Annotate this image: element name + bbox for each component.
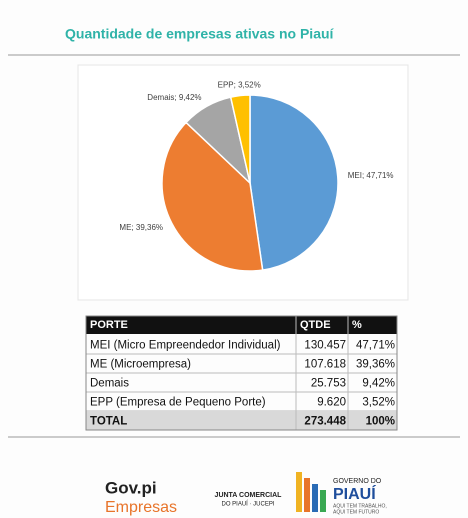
- table-cell: 3,52%: [362, 397, 395, 409]
- pie-slice: [229, 94, 251, 184]
- table: PORTE QTDE % MEI (Micro Empreendedor Indivi…: [85, 315, 398, 431]
- table-total-bg: [86, 411, 397, 430]
- table-cell: ME (Microempresa): [90, 359, 191, 371]
- pie: MEI; 47,71% ME; 39,36% Demais; 9,42% EPP; 3…: [119, 81, 394, 272]
- junta-logo: JUNTA COMERCIAL: [215, 492, 283, 499]
- slice-label: ME; 39,36%: [119, 223, 163, 232]
- table-cell: 9.620: [317, 397, 346, 409]
- logo-shape: [304, 478, 310, 512]
- governo-logo: GOVERNO DO: [333, 478, 382, 485]
- title: Quantidade de empresas ativas no Piauí: [65, 26, 335, 42]
- table-cell: 47,71%: [356, 340, 395, 352]
- jucepi-logo: DO PIAUÍ · JUCEPI: [221, 501, 274, 508]
- pie-slice: [249, 94, 339, 271]
- slice-label: MEI; 47,71%: [348, 171, 394, 180]
- table-cell: 107.618: [304, 359, 346, 371]
- logo-shape: [312, 484, 318, 512]
- table-header-bg: [86, 316, 397, 334]
- slogan: AQUI TEM FUTURO: [333, 509, 379, 515]
- empresas-logo: Empresas: [105, 499, 177, 516]
- slice-label: EPP; 3,52%: [218, 81, 261, 90]
- govpi-logo: Gov.pi: [105, 478, 157, 497]
- table-border: [85, 315, 398, 431]
- slice-label: Demais; 9,42%: [147, 93, 201, 102]
- table-cell: 25.753: [311, 378, 346, 390]
- logo-shape: [296, 472, 302, 512]
- table-cell: EPP (Empresa de Pequeno Porte): [90, 397, 266, 409]
- table-cell: 39,36%: [356, 359, 395, 371]
- slogan: AQUI TEM TRABALHO,: [333, 503, 387, 509]
- piaui-logo: PIAUÍ: [333, 484, 376, 503]
- table-cell: Demais: [90, 378, 129, 390]
- table-total-cell: 273.448: [304, 416, 346, 428]
- table-header-cell: %: [352, 319, 362, 331]
- table-cell: 9,42%: [362, 378, 395, 390]
- table-total-cell: TOTAL: [90, 416, 127, 428]
- table-total-cell: 100%: [366, 416, 395, 428]
- table-cell: 130.457: [304, 340, 346, 352]
- table-header-cell: PORTE: [90, 319, 128, 331]
- table-cell: MEI (Micro Empreendedor Individual): [90, 340, 281, 352]
- pie-slice: [161, 121, 264, 272]
- table-header-cell: QTDE: [300, 319, 331, 331]
- logo-shape: [320, 490, 326, 512]
